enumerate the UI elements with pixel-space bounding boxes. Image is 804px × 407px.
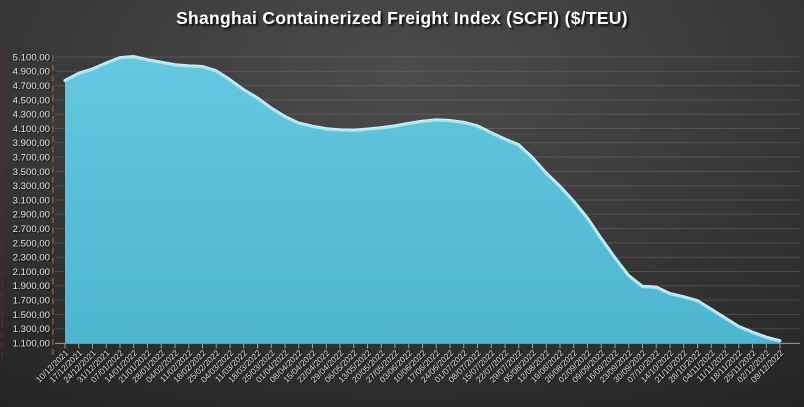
axis-labels-group: 5.100,00 4.900,00 4.700,00 4.500,00 4.300,00… — [13, 52, 786, 384]
y-axis-label: 2.300,00 — [13, 253, 50, 264]
scfi-area-fill — [65, 56, 780, 343]
dashed-guide-line-plot-edge — [52, 55, 54, 355]
scfi-area-edge — [63, 55, 782, 343]
y-axis-label: 1.500,00 — [13, 310, 50, 321]
y-axis-label: 2.700,00 — [13, 224, 50, 235]
y-axis-label: 1.300,00 — [13, 324, 50, 335]
y-axis-label: 1.100,00 — [13, 338, 50, 349]
y-axis-label: 2.500,00 — [13, 238, 50, 249]
y-axis-label: 3.100,00 — [13, 195, 50, 206]
scfi-area-edge-highlight — [64, 55, 781, 341]
y-axis-label: 3.900,00 — [13, 138, 50, 149]
y-axis-label: 4.700,00 — [13, 81, 50, 92]
y-axis-label: 4.300,00 — [13, 110, 50, 121]
y-axis-label: 2.900,00 — [13, 210, 50, 221]
y-axis-label: 4.100,00 — [13, 124, 50, 135]
y-axis-label: 1.900,00 — [13, 281, 50, 292]
y-axis-label: 3.500,00 — [13, 167, 50, 178]
y-axis-label: 3.300,00 — [13, 181, 50, 192]
y-axis-label: 4.900,00 — [13, 67, 50, 78]
chart-title: Shanghai Containerized Freight Index (SC… — [176, 8, 628, 28]
area-series-group — [63, 55, 782, 343]
y-axis-label: 1.700,00 — [13, 296, 50, 307]
y-axis-label: 2.100,00 — [13, 267, 50, 278]
y-axis-label: 5.100,00 — [13, 52, 50, 63]
dashed-guide-line-left — [1, 48, 3, 358]
axes-group — [55, 343, 800, 349]
y-axis-label: 3.700,00 — [13, 153, 50, 164]
y-axis-label: 4.500,00 — [13, 95, 50, 106]
